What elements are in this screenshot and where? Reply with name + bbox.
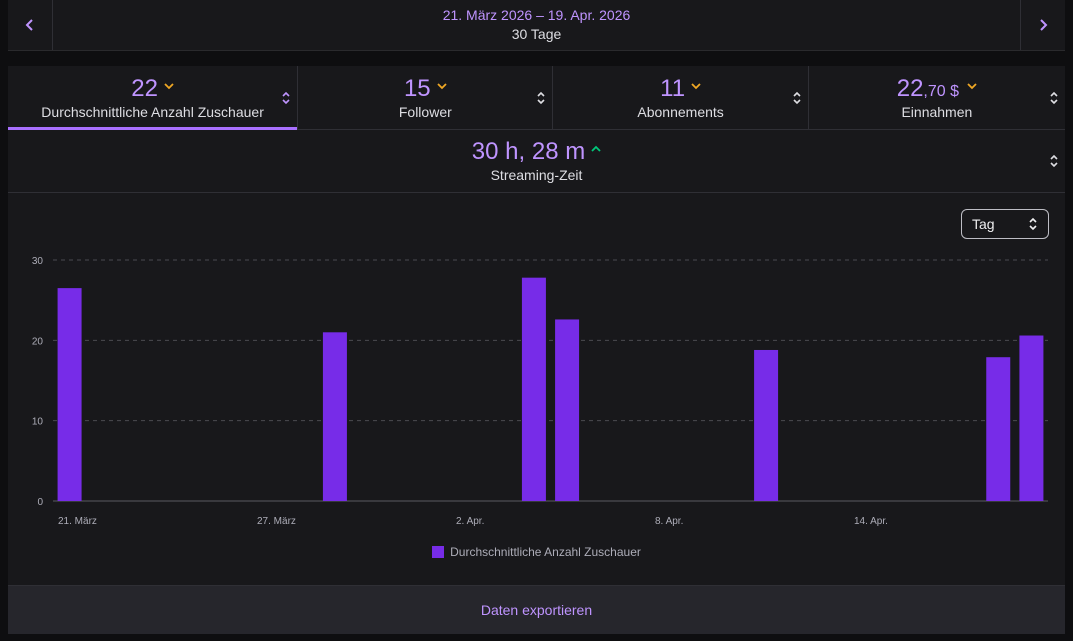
legend-swatch — [432, 546, 445, 558]
y-tick-label: 30 — [32, 256, 44, 267]
sort-icon — [1050, 91, 1058, 104]
bar[interactable] — [986, 357, 1011, 501]
interval-select-value: Tag — [972, 216, 995, 232]
trend-down-icon — [437, 82, 447, 89]
bar[interactable] — [1019, 335, 1044, 501]
bar[interactable] — [555, 319, 580, 501]
sort-icon — [793, 91, 801, 104]
bar[interactable] — [322, 332, 347, 501]
sort-icon — [537, 91, 546, 104]
metric-tab-streaming-time[interactable]: 30 h, 28 m Streaming-Zeit — [8, 130, 1065, 193]
date-range-text: 21. März 2026 – 19. Apr. 2026 — [442, 7, 631, 23]
y-tick-label: 0 — [37, 497, 43, 508]
metric-label: Durchschnittliche Anzahl Zuschauer — [41, 103, 264, 120]
metric-tab-subscriptions[interactable]: 11 Abonnements — [553, 66, 809, 129]
bar[interactable] — [521, 277, 546, 501]
metric-value: 11 — [660, 74, 686, 102]
x-tick-label: 8. Apr. — [655, 516, 683, 527]
chevron-left-icon — [25, 19, 33, 31]
x-tick-label: 27. März — [257, 516, 296, 527]
metric-label: Streaming-Zeit — [490, 167, 583, 183]
metrics-tabs: 22 Durchschnittliche Anzahl Zuschauer 15… — [8, 66, 1065, 130]
metric-value: 30 h, 28 m — [471, 138, 586, 165]
stats-panel: 22 Durchschnittliche Anzahl Zuschauer 15… — [8, 66, 1065, 634]
sort-icon — [1029, 217, 1037, 231]
metric-label: Follower — [398, 103, 452, 120]
chart-area: 0 10 20 30 21. März 27. März 2. Apr. 8. Apr. 14.… — [8, 193, 1065, 585]
date-range-display[interactable]: 21. März 2026 – 19. Apr. 2026 30 Tage — [53, 0, 1020, 50]
trend-down-icon — [691, 82, 701, 89]
sort-icon — [1050, 154, 1058, 168]
interval-select[interactable]: Tag — [961, 209, 1049, 239]
next-period-button[interactable] — [1020, 0, 1065, 50]
bar-chart: 0 10 20 30 21. März 27. März 2. Apr. 8. Apr. 14.… — [32, 256, 1048, 527]
date-duration-text: 30 Tage — [511, 26, 562, 42]
bar[interactable] — [57, 288, 82, 501]
export-data-button[interactable]: Daten exportieren — [8, 585, 1065, 634]
x-tick-label: 14. Apr. — [854, 516, 888, 527]
metric-value-cents: ,70 $ — [923, 82, 960, 100]
x-tick-label: 21. März — [58, 516, 97, 527]
previous-period-button[interactable] — [8, 0, 53, 50]
trend-down-icon — [164, 82, 174, 89]
sort-icon — [282, 91, 290, 104]
bar[interactable] — [754, 349, 779, 501]
date-range-bar: 21. März 2026 – 19. Apr. 2026 30 Tage — [8, 0, 1065, 51]
y-tick-label: 20 — [32, 336, 44, 347]
metric-tab-avg-viewers[interactable]: 22 Durchschnittliche Anzahl Zuschauer — [8, 66, 299, 130]
chart-legend[interactable]: Durchschnittliche Anzahl Zuschauer — [8, 545, 1065, 559]
legend-label: Durchschnittliche Anzahl Zuschauer — [450, 545, 641, 559]
metric-label: Einnahmen — [901, 103, 973, 120]
metric-value: 22 — [131, 74, 158, 102]
trend-up-icon — [591, 145, 601, 152]
metric-label: Abonnements — [637, 103, 724, 120]
chevron-right-icon — [1040, 19, 1048, 31]
metric-value: 22 — [896, 74, 924, 102]
metric-tab-revenue[interactable]: 22 ,70 $ Einnahmen — [809, 66, 1065, 129]
metric-value: 15 — [403, 74, 431, 102]
trend-down-icon — [967, 82, 977, 89]
metric-tab-followers[interactable]: 15 Follower — [298, 66, 554, 129]
y-tick-label: 10 — [32, 417, 44, 428]
x-tick-label: 2. Apr. — [456, 516, 484, 527]
